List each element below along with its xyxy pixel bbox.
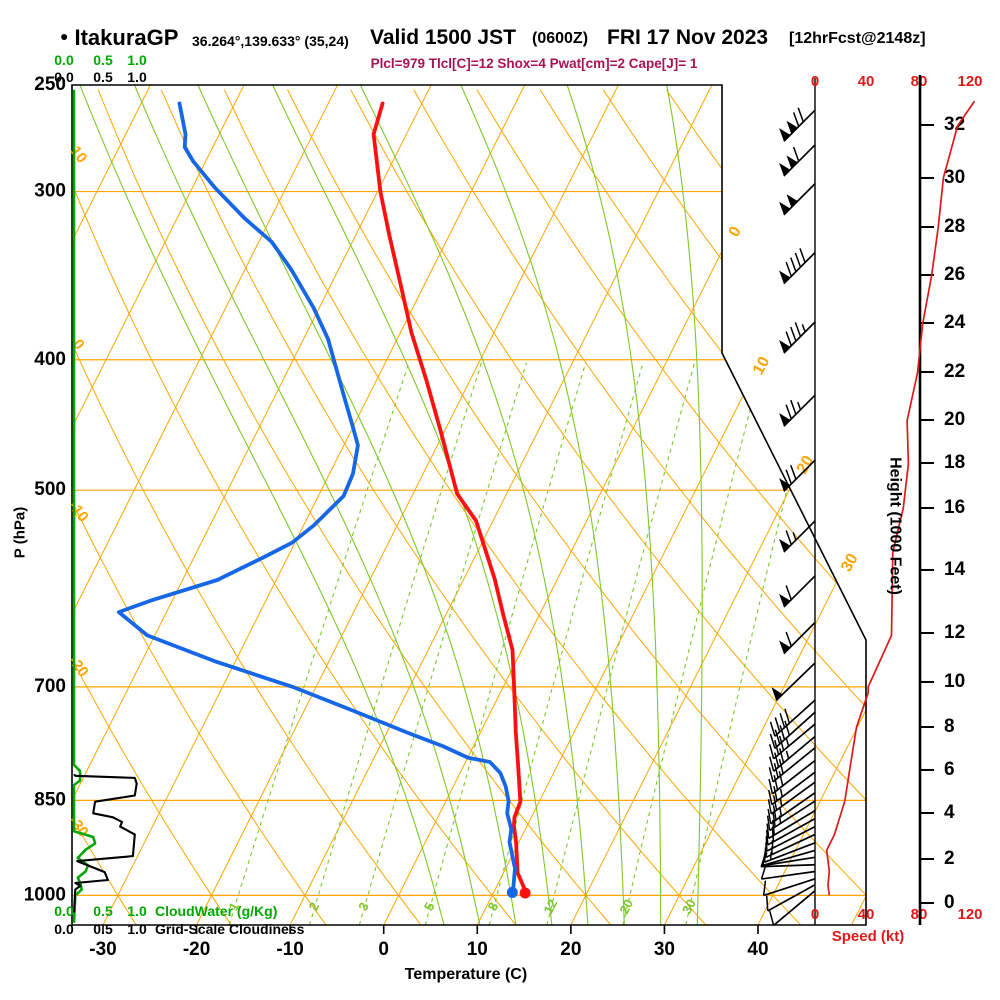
svg-text:-30: -30	[89, 939, 116, 960]
pressure-axis-label: P (hPa)	[11, 506, 29, 559]
svg-text:26: 26	[944, 264, 965, 285]
forecast-tag: [12hrFcst@2148z]	[789, 30, 926, 47]
plot-frame	[71, 84, 867, 934]
svg-text:1000: 1000	[24, 884, 66, 905]
svg-text:12: 12	[540, 897, 560, 917]
cloudwater-scale-bottom: 0.0 0.5 1.0 CloudWater (g/Kg)	[54, 903, 278, 919]
svg-text:8: 8	[485, 900, 502, 913]
svg-text:500: 500	[34, 479, 66, 500]
svg-text:0: 0	[378, 939, 389, 960]
svg-text:30: 30	[944, 167, 965, 188]
svg-text:8: 8	[944, 716, 955, 737]
svg-text:20: 20	[560, 939, 581, 960]
dewpoint-curve	[116, 101, 517, 895]
station-bullet-icon: ●	[60, 28, 69, 44]
temperature-curve	[371, 101, 528, 894]
svg-text:-10: -10	[276, 939, 303, 960]
svg-text:40: 40	[747, 939, 768, 960]
svg-text:120: 120	[957, 906, 982, 923]
sounding-parameters: Plcl=979 Tlcl[C]=12 Shox=4 Pwat[cm]=2 Ca…	[370, 56, 698, 71]
valid-time: Valid 1500 JST	[370, 26, 516, 49]
wind-barbs	[760, 107, 816, 927]
svg-text:700: 700	[34, 676, 66, 697]
cloudiness-label: Grid-Scale Cloudiness	[155, 921, 305, 937]
svg-text:400: 400	[34, 349, 66, 370]
pressure-tick-labels: 250 300 400 500 700 850 1000	[24, 74, 66, 905]
svg-text:40: 40	[858, 906, 875, 923]
svg-text:30: 30	[838, 551, 862, 575]
svg-text:10: 10	[467, 939, 488, 960]
svg-text:0: 0	[726, 224, 745, 240]
cloudiness-scale-top: 0.0 0.5 1.0	[54, 69, 147, 85]
skewt-background-grid	[72, 85, 866, 925]
valid-zulu-time: (0600Z)	[532, 30, 589, 47]
valid-date: FRI 17 Nov 2023	[607, 26, 769, 49]
svg-text:-10: -10	[65, 498, 92, 526]
svg-text:0: 0	[811, 906, 819, 923]
svg-text:32: 32	[944, 114, 965, 135]
svg-text:30: 30	[679, 897, 699, 917]
svg-text:10: 10	[67, 143, 91, 167]
temperature-tick-labels: -30 -20 -10 0 10 20 30 40	[89, 939, 768, 960]
svg-text:-20: -20	[65, 653, 92, 681]
svg-text:18: 18	[944, 452, 965, 473]
station-coordinates: 36.264°,139.633° (35,24)	[192, 33, 349, 49]
svg-text:20: 20	[616, 897, 636, 917]
temperature-axis-label: Temperature (C)	[404, 966, 528, 983]
svg-text:28: 28	[944, 216, 965, 237]
station-name: ItakuraGP	[74, 25, 179, 50]
cloudwater-scale-top: 0.0 0.5 1.0	[54, 52, 147, 68]
cloudiness-curve	[72, 773, 138, 913]
cloudiness-scale-bottom: 0.0 0.5 1.0 Grid-Scale Cloudiness	[54, 921, 305, 937]
svg-text:14: 14	[944, 559, 966, 580]
surface-dewpoint-dot	[506, 886, 518, 898]
svg-text:20: 20	[794, 453, 818, 477]
station-title: ● ItakuraGP	[60, 25, 178, 51]
svg-text:10: 10	[750, 354, 774, 378]
svg-text:10: 10	[944, 671, 965, 692]
svg-text:2: 2	[944, 848, 955, 869]
wind-speed-curve	[825, 100, 976, 896]
svg-text:40: 40	[858, 73, 875, 90]
svg-text:4: 4	[944, 802, 955, 823]
svg-text:850: 850	[34, 789, 66, 810]
svg-text:12: 12	[944, 622, 965, 643]
svg-text:22: 22	[944, 361, 965, 382]
svg-text:20: 20	[944, 409, 965, 430]
speed-axis-label: Speed (kt)	[831, 928, 905, 945]
surface-temperature-dot	[519, 887, 531, 899]
svg-text:30: 30	[654, 939, 675, 960]
profile-curves	[72, 89, 976, 923]
svg-text:-20: -20	[183, 939, 210, 960]
svg-text:0: 0	[811, 73, 819, 90]
height-axis-label: Height (1000 Feet)	[886, 457, 904, 595]
cloudwater-label: CloudWater (g/Kg)	[155, 903, 278, 919]
svg-text:6: 6	[944, 759, 955, 780]
svg-text:120: 120	[957, 73, 982, 90]
svg-text:24: 24	[944, 312, 966, 333]
svg-text:250: 250	[34, 74, 66, 95]
svg-text:300: 300	[34, 181, 66, 202]
svg-text:0: 0	[944, 892, 955, 913]
svg-text:16: 16	[944, 497, 965, 518]
